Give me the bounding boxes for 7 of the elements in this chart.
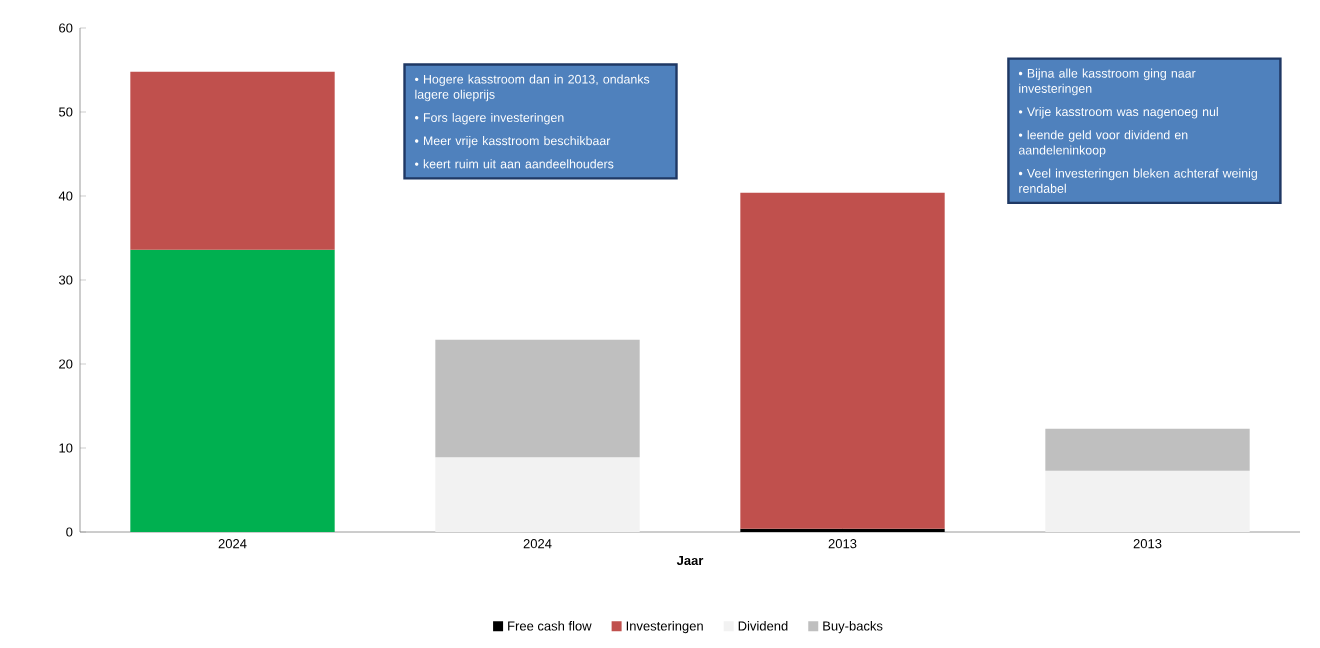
bar <box>130 71 335 250</box>
bar <box>435 339 640 458</box>
bar <box>130 249 335 532</box>
bar <box>740 192 945 529</box>
bar <box>1045 470 1250 532</box>
bar <box>1045 428 1250 471</box>
bar <box>435 457 640 532</box>
